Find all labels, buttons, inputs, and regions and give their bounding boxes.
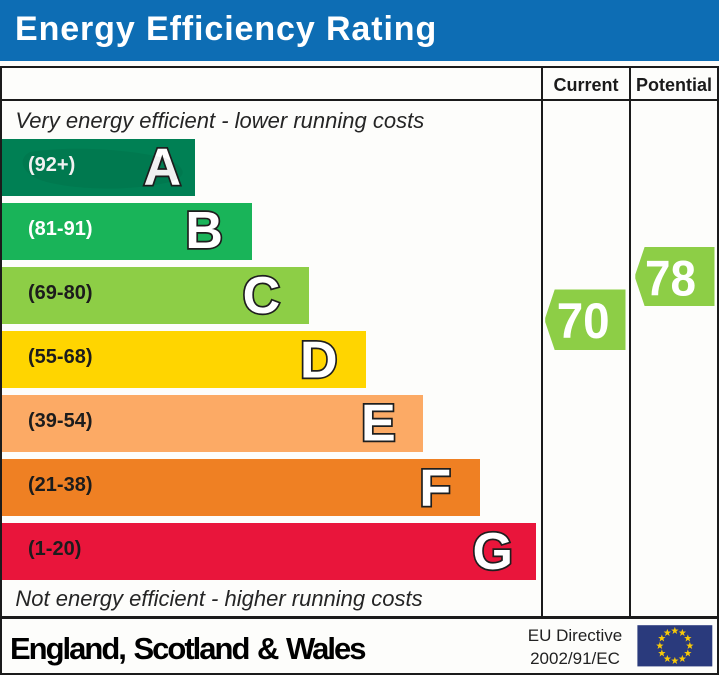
svg-text:D: D [300,331,338,389]
svg-text:E: E [361,395,396,453]
svg-text:B: B [185,202,223,260]
svg-text:A: A [144,139,182,197]
svg-text:F: F [419,460,451,518]
svg-text:78: 78 [645,251,696,307]
svg-text:70: 70 [557,293,610,349]
svg-text:C: C [243,267,281,325]
svg-text:G: G [472,523,512,581]
